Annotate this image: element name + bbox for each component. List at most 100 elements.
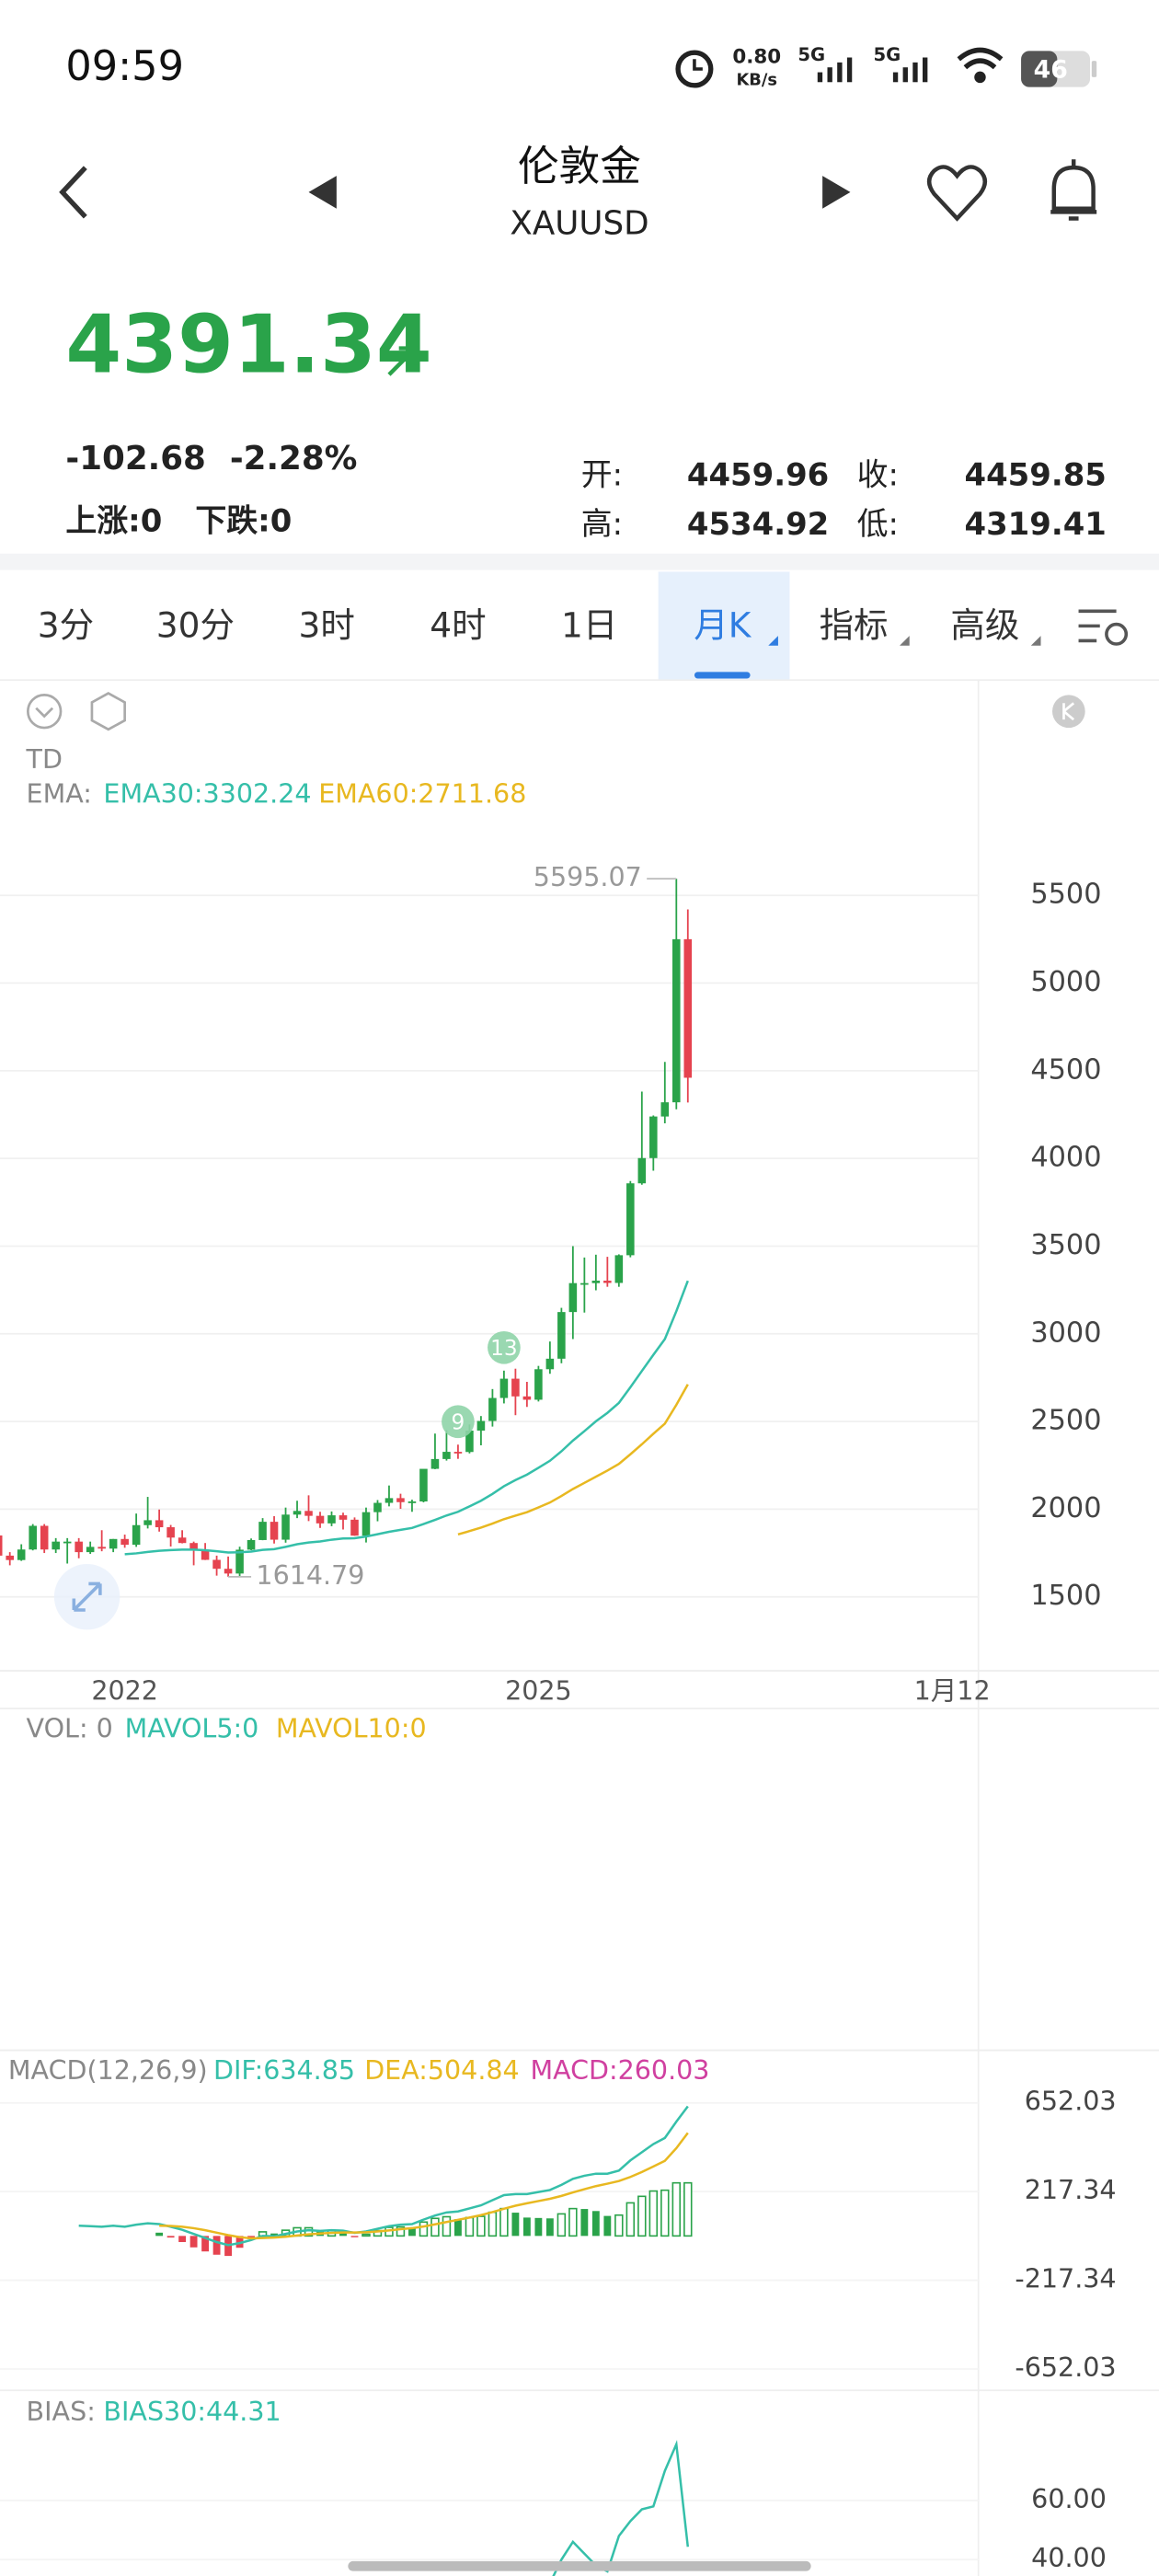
macd-bar xyxy=(648,2190,659,2237)
y-tick-label: 4000 xyxy=(1030,1142,1101,1174)
high-value: 4534.92 xyxy=(687,506,829,542)
tab[interactable]: 3时 xyxy=(299,605,355,646)
macd-bar xyxy=(499,2207,509,2237)
candle-body xyxy=(660,1102,670,1117)
tab[interactable]: 4时 xyxy=(430,605,486,646)
candle-body xyxy=(316,1515,325,1524)
price-change-pct: -2.28% xyxy=(230,440,358,477)
y-tick-label: 3000 xyxy=(1030,1317,1101,1349)
candle-body xyxy=(0,1535,3,1556)
macd-bar xyxy=(166,2236,175,2238)
macd-bar xyxy=(465,2216,475,2237)
candle-body xyxy=(568,1282,578,1313)
x-tick-label: 2022 xyxy=(91,1674,158,1706)
candle-body xyxy=(499,1378,509,1398)
price-change: -102.68 xyxy=(65,440,205,477)
candles xyxy=(0,879,693,1577)
legend-entry: EMA60:2711.68 xyxy=(318,777,526,809)
macd-bar xyxy=(304,2226,314,2237)
macd-bar xyxy=(488,2211,498,2237)
y-tick-label: 652.03 xyxy=(1025,2086,1117,2117)
macd-bar xyxy=(350,2236,359,2237)
symbol: XAUUSD xyxy=(510,205,648,243)
settings-button[interactable] xyxy=(90,692,126,731)
tab[interactable]: 指标 xyxy=(820,605,889,646)
candle-body xyxy=(614,1255,624,1283)
y-tick-label: 2500 xyxy=(1030,1405,1101,1437)
prev-symbol[interactable] xyxy=(308,176,337,209)
k-button[interactable] xyxy=(1051,695,1085,729)
candle-body xyxy=(189,1543,198,1551)
candle-body xyxy=(419,1468,428,1502)
td-badge xyxy=(488,1330,521,1364)
bias-lines xyxy=(552,2439,690,2576)
macd-bar xyxy=(212,2236,221,2255)
tab[interactable]: 3分 xyxy=(38,605,94,646)
candle-body xyxy=(327,1515,336,1524)
ema-legend: EMA: EMA30:3302.24 EMA60:2711.68 xyxy=(27,777,527,809)
macd-bar xyxy=(155,2232,164,2237)
back-button[interactable] xyxy=(59,166,87,219)
candle-body xyxy=(430,1458,440,1469)
collapse-button[interactable] xyxy=(27,694,63,730)
candle-body xyxy=(522,1396,532,1400)
alarm-icon xyxy=(675,50,714,88)
candle-body xyxy=(29,1525,37,1550)
candle-body xyxy=(52,1541,60,1550)
page-title: 伦敦金 xyxy=(518,143,641,190)
legend-entry: MAVOL10:0 xyxy=(276,1712,427,1743)
y-tick-label: 2000 xyxy=(1030,1492,1101,1524)
favorite-button[interactable] xyxy=(926,165,988,222)
macd-bar xyxy=(603,2215,612,2237)
candle-body xyxy=(201,1550,210,1560)
macd-bar xyxy=(339,2232,347,2237)
y-tick-label: -652.03 xyxy=(1015,2352,1116,2383)
legend-entry: DIF:634.85 xyxy=(213,2054,355,2086)
candle-body xyxy=(534,1369,543,1400)
candle-body xyxy=(166,1527,175,1538)
next-symbol[interactable] xyxy=(822,176,851,209)
tab-dropdown xyxy=(1030,636,1041,646)
period-tabs: 3分 30分 3时 4时 1日 月K 指标 高级 xyxy=(38,571,1041,681)
chart-settings[interactable] xyxy=(1078,609,1129,646)
up-count: 上涨:0 xyxy=(65,502,162,538)
candle-body xyxy=(6,1555,14,1560)
macd-bar xyxy=(568,2207,578,2237)
macd-bar xyxy=(637,2195,647,2237)
alert-button[interactable] xyxy=(1050,159,1097,221)
net-speed: 0.80 xyxy=(732,45,781,68)
candle-body xyxy=(304,1511,313,1516)
candle-body xyxy=(63,1541,72,1544)
open-value: 4459.96 xyxy=(687,456,829,492)
candle-body xyxy=(683,938,693,1078)
series-line xyxy=(124,1280,689,1556)
candle-body xyxy=(132,1524,141,1546)
close-value: 4459.85 xyxy=(964,456,1106,492)
tab[interactable]: 1日 xyxy=(561,605,617,646)
macd-bar xyxy=(235,2236,244,2248)
macd-bar xyxy=(580,2209,589,2237)
y-tick-label: 60.00 xyxy=(1031,2483,1107,2514)
candle-body xyxy=(384,1498,394,1503)
tab[interactable]: 30分 xyxy=(156,605,235,646)
tab[interactable]: 月K xyxy=(694,605,752,646)
macd-bar xyxy=(361,2233,371,2237)
legend-label: VOL: 0 xyxy=(27,1712,113,1743)
signal-label: 5G xyxy=(798,44,825,65)
candle-body xyxy=(155,1520,164,1528)
macd-bar xyxy=(270,2233,278,2237)
tab[interactable]: 高级 xyxy=(950,605,1019,646)
y-tick-label: -217.34 xyxy=(1015,2263,1116,2294)
candle-body xyxy=(178,1537,187,1544)
bias-chart: 60.00 40.00 xyxy=(0,2439,1107,2576)
y-tick-label: 5000 xyxy=(1030,966,1101,998)
candle-body xyxy=(637,1157,647,1184)
macd-bar xyxy=(201,2236,210,2252)
candle-body xyxy=(649,1116,658,1158)
y-tick-label: 4500 xyxy=(1030,1053,1101,1086)
candle-body xyxy=(591,1281,601,1283)
min-label: 1614.79 xyxy=(256,1559,364,1591)
candle-body xyxy=(545,1358,555,1370)
legend-entry: EMA30:3302.24 xyxy=(103,777,311,809)
